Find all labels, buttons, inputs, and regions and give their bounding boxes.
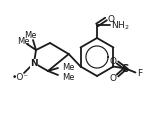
Text: Me: Me <box>17 37 29 46</box>
Text: Me: Me <box>24 31 36 40</box>
Text: O: O <box>110 57 117 65</box>
Text: S: S <box>122 64 129 74</box>
Text: •O⁻: •O⁻ <box>11 73 28 82</box>
Text: Me: Me <box>62 73 75 82</box>
Text: O: O <box>110 73 117 82</box>
Text: Me: Me <box>62 63 75 72</box>
Text: NH$_2$: NH$_2$ <box>111 20 130 32</box>
Text: F: F <box>137 68 142 77</box>
Text: O: O <box>107 15 115 24</box>
Text: N: N <box>30 59 38 68</box>
